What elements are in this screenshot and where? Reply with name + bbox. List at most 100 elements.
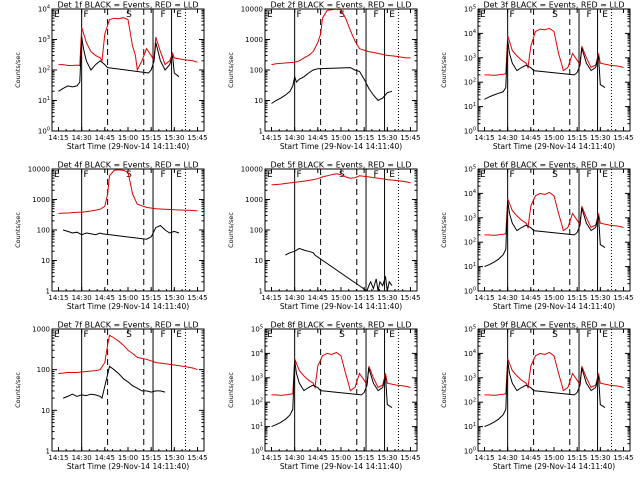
chart-title: Det 9f BLACK = Events, RED = LLD bbox=[483, 321, 624, 330]
x-tick-label: 14:15 bbox=[474, 134, 494, 142]
x-tick-label: 15:15 bbox=[141, 134, 161, 142]
x-tick-label: 14:45 bbox=[521, 294, 541, 302]
x-tick-label: 14:45 bbox=[95, 134, 115, 142]
marker-letter: F bbox=[510, 170, 515, 180]
x-tick-label: 15:00 bbox=[118, 454, 138, 462]
marker-letter: F bbox=[373, 330, 378, 340]
x-tick-label: 15:30 bbox=[590, 454, 610, 462]
x-tick-label: 15:30 bbox=[590, 134, 610, 142]
chart-title: Det 1f BLACK = Events, RED = LLD bbox=[57, 1, 198, 10]
x-axis-label: Start Time (29-Nov-14 14:11:40) bbox=[280, 462, 402, 471]
plot-frame bbox=[51, 168, 205, 292]
y-tick-label: 105 bbox=[464, 165, 476, 174]
marker-letter: E bbox=[389, 10, 395, 20]
events-series-line bbox=[484, 200, 606, 268]
marker-letter: E bbox=[54, 10, 60, 20]
x-tick-label: 15:15 bbox=[141, 294, 161, 302]
x-tick-label: 15:00 bbox=[544, 134, 564, 142]
events-series-line bbox=[58, 37, 180, 92]
x-axis-label: Start Time (29-Nov-14 14:11:40) bbox=[280, 142, 402, 151]
y-axis-label: Counts/sec bbox=[440, 52, 448, 88]
lld-series-line bbox=[271, 351, 411, 396]
y-tick-label: 10000 bbox=[241, 166, 263, 174]
lld-series-line bbox=[271, 8, 411, 66]
y-tick-label: 104 bbox=[464, 349, 476, 358]
y-axis-label: Counts/sec bbox=[227, 212, 235, 248]
y-tick-label: 102 bbox=[464, 398, 476, 407]
events-series-line bbox=[271, 67, 393, 104]
y-tick-label: 1 bbox=[259, 288, 263, 296]
plot-frame bbox=[477, 168, 631, 292]
marker-letter: F bbox=[586, 330, 591, 340]
chart-title: Det 7f BLACK = Events, RED = LLD bbox=[57, 321, 198, 330]
marker-letter: E bbox=[602, 170, 608, 180]
events-series-line bbox=[484, 40, 606, 100]
chart-title: Det 2f BLACK = Events, RED = LLD bbox=[270, 1, 411, 10]
y-tick-label: 100 bbox=[37, 366, 50, 374]
y-tick-label: 103 bbox=[464, 213, 476, 222]
marker-letter: S bbox=[126, 330, 132, 340]
marker-letter: E bbox=[267, 330, 273, 340]
y-tick-label: 101 bbox=[38, 96, 50, 105]
marker-letter: S bbox=[339, 10, 345, 20]
x-axis-label: Start Time (29-Nov-14 14:11:40) bbox=[493, 142, 615, 151]
lld-series-line bbox=[58, 334, 198, 375]
lld-series-line bbox=[484, 351, 624, 396]
y-tick-label: 10000 bbox=[28, 166, 50, 174]
marker-letter: E bbox=[480, 330, 486, 340]
y-tick-label: 1 bbox=[46, 288, 50, 296]
x-tick-label: 14:15 bbox=[48, 454, 68, 462]
y-tick-label: 1000 bbox=[245, 36, 263, 44]
x-tick-label: 14:15 bbox=[474, 294, 494, 302]
marker-letter: F bbox=[510, 330, 515, 340]
x-axis-label: Start Time (29-Nov-14 14:11:40) bbox=[67, 462, 189, 471]
x-tick-label: 15:15 bbox=[354, 294, 374, 302]
x-tick-label: 14:30 bbox=[285, 134, 305, 142]
events-series-line bbox=[62, 224, 180, 240]
y-tick-label: 105 bbox=[251, 325, 263, 334]
x-axis-label: Start Time (29-Nov-14 14:11:40) bbox=[493, 302, 615, 311]
x-axis-label: Start Time (29-Nov-14 14:11:40) bbox=[67, 142, 189, 151]
x-tick-label: 15:45 bbox=[400, 454, 420, 462]
marker-letter: F bbox=[84, 330, 89, 340]
y-tick-label: 1 bbox=[259, 128, 263, 136]
x-tick-label: 14:30 bbox=[498, 454, 518, 462]
marker-letter: E bbox=[602, 10, 608, 20]
x-tick-label: 14:30 bbox=[498, 294, 518, 302]
marker-letter: E bbox=[480, 170, 486, 180]
lld-series-line bbox=[271, 173, 411, 186]
y-tick-label: 101 bbox=[464, 102, 476, 111]
marker-letter: E bbox=[176, 170, 182, 180]
plot-frame bbox=[477, 328, 631, 452]
y-tick-label: 103 bbox=[464, 373, 476, 382]
marker-letter: E bbox=[602, 330, 608, 340]
marker-letter: E bbox=[176, 10, 182, 20]
x-tick-label: 15:30 bbox=[377, 134, 397, 142]
chart-title: Det 5f BLACK = Events, RED = LLD bbox=[270, 161, 411, 170]
y-axis-label: Counts/sec bbox=[440, 372, 448, 408]
plot-frame bbox=[51, 328, 205, 452]
y-tick-label: 100 bbox=[464, 287, 476, 296]
lld-series-line bbox=[58, 17, 198, 72]
chart-title: Det 3f BLACK = Events, RED = LLD bbox=[483, 1, 624, 10]
x-axis-label: Start Time (29-Nov-14 14:11:40) bbox=[493, 462, 615, 471]
x-tick-label: 15:15 bbox=[141, 454, 161, 462]
lld-series-line bbox=[484, 27, 624, 76]
x-tick-label: 14:45 bbox=[308, 454, 328, 462]
marker-letter: S bbox=[126, 10, 132, 20]
marker-letter: F bbox=[586, 10, 591, 20]
y-tick-label: 102 bbox=[251, 398, 263, 407]
y-tick-label: 100 bbox=[464, 127, 476, 136]
x-tick-label: 15:00 bbox=[331, 134, 351, 142]
marker-letter: E bbox=[389, 330, 395, 340]
marker-letter: E bbox=[54, 170, 60, 180]
marker-letter: F bbox=[84, 170, 89, 180]
marker-letter: F bbox=[510, 10, 515, 20]
marker-letter: E bbox=[176, 330, 182, 340]
